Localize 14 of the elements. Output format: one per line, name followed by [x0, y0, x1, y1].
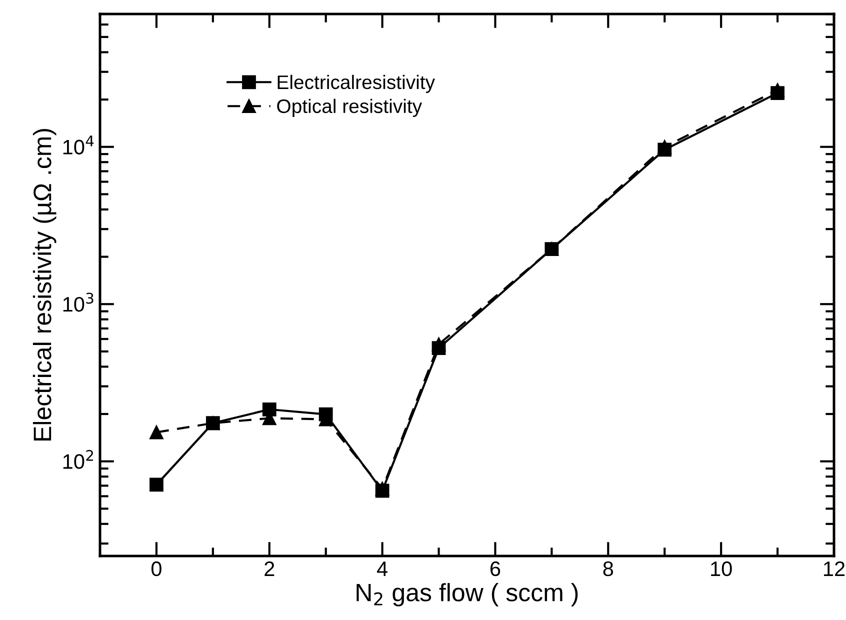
x-tick-label: 12 — [824, 561, 845, 576]
y-tick-label: 10$^{4}$ — [63, 136, 94, 154]
x-tick-label: 8 — [603, 561, 614, 576]
x-tick-label: 6 — [490, 561, 500, 576]
y-tick-label: 10$^{2}$ — [63, 450, 93, 469]
x-tick-label: 10 — [711, 561, 732, 576]
x-axis-title: N$_{2}$ gas flow ( sccm ) — [356, 583, 578, 606]
y-axis-title: Electrical resistivity (µΩ .cm) — [32, 129, 56, 440]
y-tick-label: 10$^{3}$ — [63, 292, 94, 312]
x-tick-label: 4 — [376, 562, 388, 576]
legend-label: Electricalresistivity — [278, 74, 435, 93]
x-tick-label: 0 — [151, 561, 162, 576]
legend-label: Optical resistivity — [277, 98, 422, 117]
x-tick-label: 2 — [264, 561, 274, 576]
